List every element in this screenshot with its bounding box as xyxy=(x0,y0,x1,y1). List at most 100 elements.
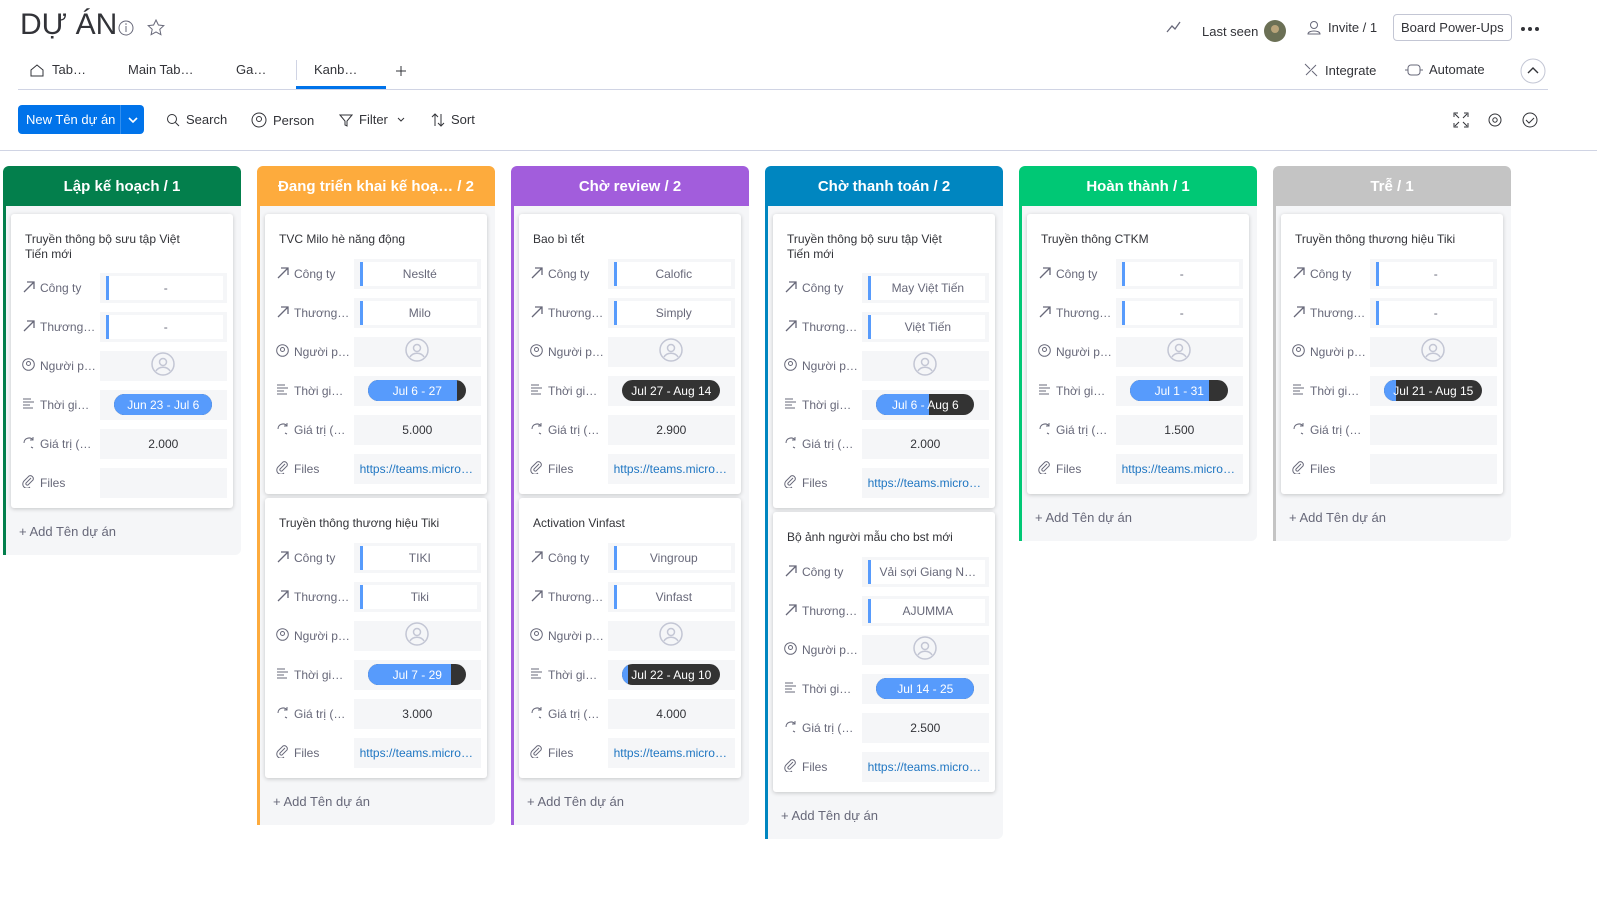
timeline-value[interactable]: Jul 27 - Aug 14 xyxy=(607,375,735,406)
new-item-button[interactable]: New Tên dự án xyxy=(18,105,144,134)
power-ups-button[interactable]: Board Power-Ups xyxy=(1393,14,1512,41)
add-item[interactable]: + Add Tên dự án xyxy=(1289,510,1387,525)
connected-value[interactable]: May Việt Tiến xyxy=(861,272,989,303)
card[interactable]: Truyền thông thương hiệu Tiki Công ty TIKI… xyxy=(265,498,487,778)
tab[interactable]: Ga… xyxy=(236,62,267,77)
field-icon xyxy=(276,706,289,722)
files-value[interactable]: https://teams.micro… xyxy=(353,737,481,768)
person-value[interactable] xyxy=(99,350,227,381)
field-row: Công ty TIKI xyxy=(273,538,481,577)
person-value[interactable] xyxy=(861,350,989,381)
connected-value[interactable]: Vingroup xyxy=(607,542,735,573)
card[interactable]: Truyền thông bộ sưu tập Việt Tiến mới Côn… xyxy=(773,214,995,508)
card[interactable]: Truyền thông thương hiệu Tiki Công ty - Thư… xyxy=(1281,214,1503,494)
timeline-value[interactable]: Jul 6 - 27 xyxy=(353,375,481,406)
connected-value[interactable]: - xyxy=(99,311,227,342)
person-filter[interactable]: Person xyxy=(251,112,314,128)
activity-icon[interactable] xyxy=(1166,20,1182,34)
formula-value[interactable]: 2.900 xyxy=(607,414,735,445)
connected-value[interactable]: Việt Tiến xyxy=(861,311,989,342)
person-value[interactable] xyxy=(1369,336,1497,367)
files-value[interactable]: https://teams.micro… xyxy=(1115,453,1243,484)
timeline-value[interactable]: Jul 22 - Aug 10 xyxy=(607,659,735,690)
card[interactable]: TVC Milo hè năng động Công ty Neslté Thương… xyxy=(265,214,487,494)
connected-value[interactable]: - xyxy=(1369,297,1497,328)
connected-value[interactable]: Neslté xyxy=(353,258,481,289)
sort[interactable]: Sort xyxy=(431,112,475,127)
connected-value[interactable]: - xyxy=(99,272,227,303)
formula-value[interactable]: 4.000 xyxy=(607,698,735,729)
timeline-label: Jul 22 - Aug 10 xyxy=(631,667,712,682)
files-value[interactable]: https://teams.micro… xyxy=(607,737,735,768)
field-icon xyxy=(276,627,289,644)
automate[interactable]: Automate xyxy=(1405,62,1485,77)
field-icon xyxy=(530,383,543,399)
card[interactable]: Truyền thông bộ sưu tập Việt Tiến mới Côn… xyxy=(11,214,233,508)
person-value[interactable] xyxy=(1115,336,1243,367)
connected-value[interactable]: Milo xyxy=(353,297,481,328)
collapse-button[interactable] xyxy=(1520,58,1546,84)
connected-value[interactable]: Vải sợi Giang N… xyxy=(861,556,989,587)
timeline-value[interactable]: Jul 21 - Aug 15 xyxy=(1369,375,1497,406)
add-item[interactable]: + Add Tên dự án xyxy=(1035,510,1133,525)
integrate[interactable]: Integrate xyxy=(1303,62,1376,78)
card[interactable]: Truyền thông CTKM Công ty - Thương… - Người p… xyxy=(1027,214,1249,494)
connected-value[interactable]: AJUMMA xyxy=(861,595,989,626)
files-value[interactable]: https://teams.micro… xyxy=(607,453,735,484)
avatar xyxy=(1264,20,1287,42)
view-tools[interactable] xyxy=(1452,111,1542,129)
connected-value[interactable]: Simply xyxy=(607,297,735,328)
files-value[interactable] xyxy=(99,467,227,498)
formula-value[interactable]: 2.000 xyxy=(861,428,989,459)
files-value[interactable]: https://teams.micro… xyxy=(353,453,481,484)
person-value[interactable] xyxy=(353,620,481,651)
connected-value[interactable]: Tiki xyxy=(353,581,481,612)
field-row: Files https://teams.micro… xyxy=(1035,449,1243,488)
invite-label: Invite / 1 xyxy=(1328,20,1378,35)
files-value[interactable]: https://teams.micro… xyxy=(861,751,989,782)
formula-value[interactable]: 3.000 xyxy=(353,698,481,729)
formula-value[interactable]: 2.500 xyxy=(861,712,989,743)
card[interactable]: Activation Vinfast Công ty Vingroup Thương…… xyxy=(519,498,741,778)
person-value[interactable] xyxy=(607,336,735,367)
timeline-value[interactable]: Jul 1 - 31 xyxy=(1115,375,1243,406)
tab[interactable]: Main Tab… xyxy=(128,62,194,77)
connected-value[interactable]: Vinfast xyxy=(607,581,735,612)
card[interactable]: Bao bì tết Công ty Calofic Thương… Simply Ngư… xyxy=(519,214,741,494)
add-tab[interactable] xyxy=(396,63,406,81)
formula-value[interactable] xyxy=(1369,414,1497,445)
add-item[interactable]: + Add Tên dự án xyxy=(781,808,879,823)
filter[interactable]: Filter xyxy=(339,112,408,127)
timeline-value[interactable]: Jun 23 - Jul 6 xyxy=(99,389,227,420)
search[interactable]: Search xyxy=(166,112,227,127)
tab[interactable]: Tab… xyxy=(52,62,86,77)
invite[interactable]: Invite / 1 xyxy=(1307,20,1377,35)
tab[interactable]: Kanb… xyxy=(314,62,358,77)
files-value[interactable]: https://teams.micro… xyxy=(861,467,989,498)
new-item-dropdown[interactable] xyxy=(120,105,144,134)
files-value[interactable] xyxy=(1369,453,1497,484)
person-value[interactable] xyxy=(861,634,989,665)
timeline-value[interactable]: Jul 14 - 25 xyxy=(861,673,989,704)
connected-value[interactable]: Calofic xyxy=(607,258,735,289)
person-value[interactable] xyxy=(353,336,481,367)
more-menu[interactable] xyxy=(1520,26,1540,32)
connected-value[interactable]: - xyxy=(1369,258,1497,289)
connected-value[interactable]: - xyxy=(1115,258,1243,289)
field-label: Người p… xyxy=(781,641,862,658)
title-icons[interactable] xyxy=(118,19,166,37)
connected-value[interactable]: TIKI xyxy=(353,542,481,573)
timeline-value[interactable]: Jul 6 - Aug 6 xyxy=(861,389,989,420)
formula-value[interactable]: 2.000 xyxy=(99,428,227,459)
formula-value[interactable]: 5.000 xyxy=(353,414,481,445)
person-value[interactable] xyxy=(607,620,735,651)
add-item[interactable]: + Add Tên dự án xyxy=(19,524,117,539)
timeline-value[interactable]: Jul 7 - 29 xyxy=(353,659,481,690)
add-item[interactable]: + Add Tên dự án xyxy=(273,794,371,809)
connected-value[interactable]: - xyxy=(1115,297,1243,328)
field-icon xyxy=(276,460,289,477)
add-item[interactable]: + Add Tên dự án xyxy=(527,794,625,809)
last-seen[interactable]: Last seen xyxy=(1202,20,1287,42)
card[interactable]: Bộ ảnh người mẫu cho bst mới Công ty Vải s… xyxy=(773,512,995,792)
formula-value[interactable]: 1.500 xyxy=(1115,414,1243,445)
